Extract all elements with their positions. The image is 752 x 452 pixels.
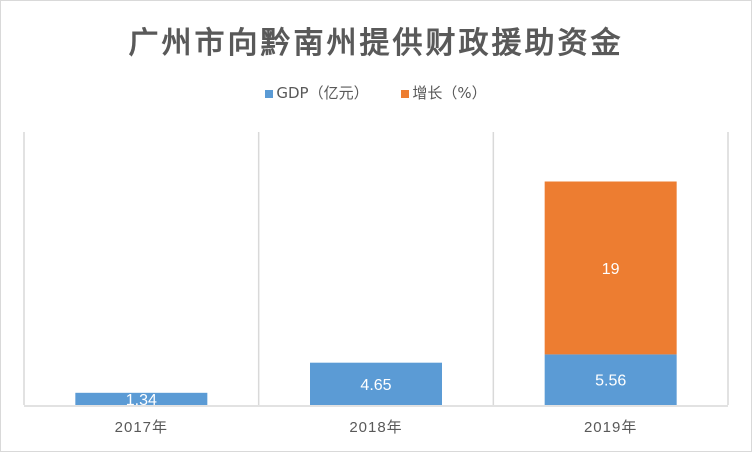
bar-gdp [75, 392, 208, 405]
legend-label-gdp: GDP（亿元） [276, 84, 369, 102]
legend-item-gdp: GDP（亿元） [265, 82, 369, 103]
data-label: 19 [602, 261, 620, 278]
x-tick-label: 2017年 [115, 419, 168, 436]
data-label: 1.34 [126, 392, 157, 409]
x-tick-label: 2018年 [349, 419, 402, 436]
chart-title: 广州市向黔南州提供财政援助资金 [128, 26, 624, 61]
legend-item-growth: 增长（%） [401, 82, 487, 103]
legend-label-growth: 增长（%） [412, 84, 487, 102]
legend: GDP（亿元） 增长（%） [0, 82, 752, 103]
data-label: 5.56 [595, 373, 626, 390]
bar-gdp [544, 354, 677, 405]
legend-swatch-growth [401, 89, 410, 98]
bar-growth [544, 181, 677, 355]
x-tick-label: 2019年 [584, 419, 637, 436]
legend-swatch-gdp [265, 89, 274, 98]
bar-gdp [310, 362, 442, 405]
data-label: 4.65 [360, 377, 391, 394]
